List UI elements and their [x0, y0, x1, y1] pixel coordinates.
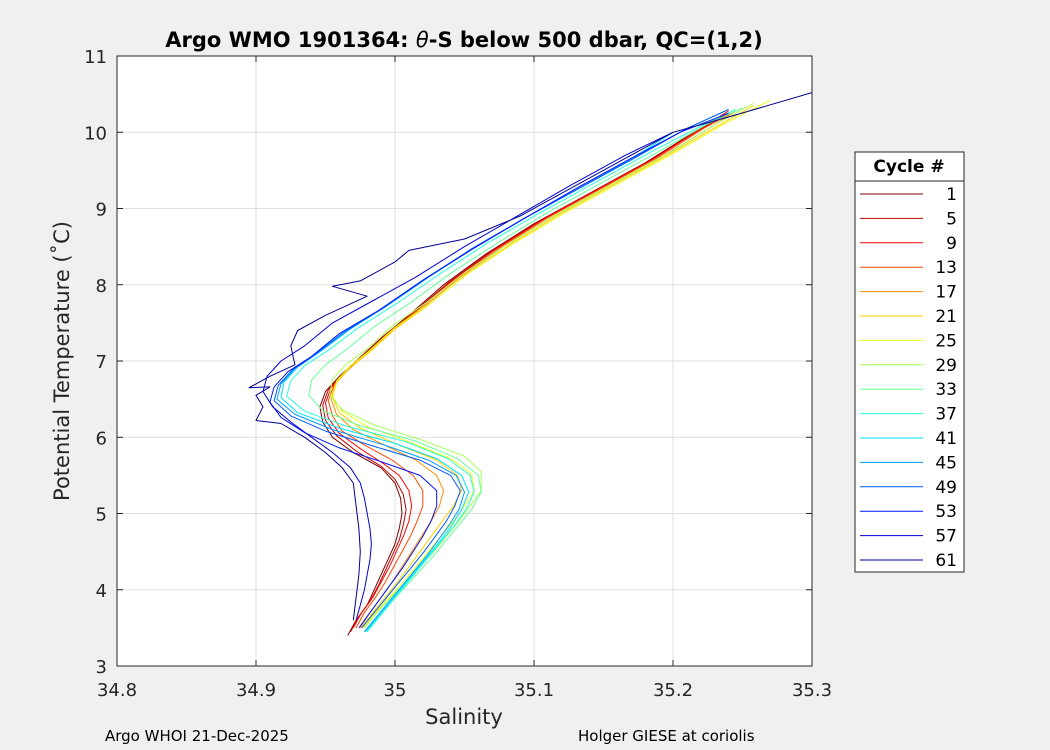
- legend-label-61: 61: [935, 551, 957, 571]
- chart-title-suffix: -S below 500 dbar, QC=(1,2): [429, 28, 763, 52]
- legend-label-37: 37: [935, 405, 957, 425]
- x-tick-label: 34.9: [236, 680, 276, 701]
- footer-right: Holger GIESE at coriolis: [578, 727, 755, 745]
- legend-label-25: 25: [935, 331, 957, 351]
- legend-label-29: 29: [935, 356, 957, 376]
- series-line-cycle-57: [262, 131, 674, 621]
- legend-label-53: 53: [935, 502, 957, 522]
- y-tick-label: 9: [96, 200, 107, 221]
- legend-label-57: 57: [935, 527, 957, 547]
- legend-title: Cycle #: [873, 157, 944, 177]
- x-tick-label: 34.8: [97, 680, 137, 701]
- chart-title: Argo WMO 1901364: θ-S below 500 dbar, QC…: [165, 28, 762, 52]
- series-line-cycle-53: [269, 112, 729, 629]
- legend-label-33: 33: [935, 380, 957, 400]
- legend-label-21: 21: [935, 307, 957, 327]
- y-axis-label: Potential Temperature (˚C): [50, 221, 74, 501]
- axis-ticks: 34.8 34.9 35 35.1 35.2 35.3 3 4 5 6 7 8 9 10 11: [84, 47, 832, 701]
- series-line-cycle-21: [332, 105, 754, 629]
- y-tick-label: 7: [96, 352, 107, 373]
- legend-label-49: 49: [935, 478, 957, 498]
- legend-label-13: 13: [935, 258, 957, 278]
- legend-label-41: 41: [935, 429, 957, 449]
- legend-label-1: 1: [946, 185, 957, 205]
- y-tick-label: 8: [96, 276, 107, 297]
- series-line-cycle-61: [248, 92, 812, 621]
- legend-label-17: 17: [935, 283, 957, 303]
- series-line-cycle-13: [327, 112, 732, 629]
- legend: Cycle # 1 5 9 13 17 21 25 29 33 37 41 45 49 53 57 61: [854, 151, 965, 573]
- series-line-cycle-1: [319, 116, 722, 636]
- series-line-cycle-25: [332, 99, 771, 629]
- legend-label-9: 9: [946, 234, 957, 254]
- series-line-cycle-37: [286, 108, 736, 633]
- y-tick-label: 5: [96, 505, 107, 526]
- legend-box: [854, 151, 965, 573]
- x-tick-label: 35: [384, 680, 407, 701]
- chart-title-prefix: Argo WMO 1901364:: [165, 28, 416, 52]
- y-tick-label: 11: [84, 47, 107, 68]
- legend-label-5: 5: [946, 209, 957, 229]
- y-tick-label: 3: [96, 657, 107, 678]
- legend-entries: 1 5 9 13 17 21 25 29 33 37 41 45 49 53 57 61: [860, 185, 957, 571]
- series-line-cycle-33: [308, 107, 743, 633]
- x-tick-label: 35.3: [792, 680, 832, 701]
- x-tick-label: 35.2: [653, 680, 693, 701]
- y-tick-label: 10: [84, 123, 107, 144]
- y-tick-label: 6: [96, 428, 107, 449]
- x-axis-label: Salinity: [425, 705, 503, 729]
- legend-label-45: 45: [935, 453, 957, 473]
- footer-left: Argo WHOI 21-Dec-2025: [105, 727, 289, 745]
- y-tick-label: 4: [96, 581, 107, 602]
- chart-title-theta: θ: [416, 28, 429, 52]
- series-layer: [248, 92, 812, 636]
- x-tick-label: 35.1: [514, 680, 554, 701]
